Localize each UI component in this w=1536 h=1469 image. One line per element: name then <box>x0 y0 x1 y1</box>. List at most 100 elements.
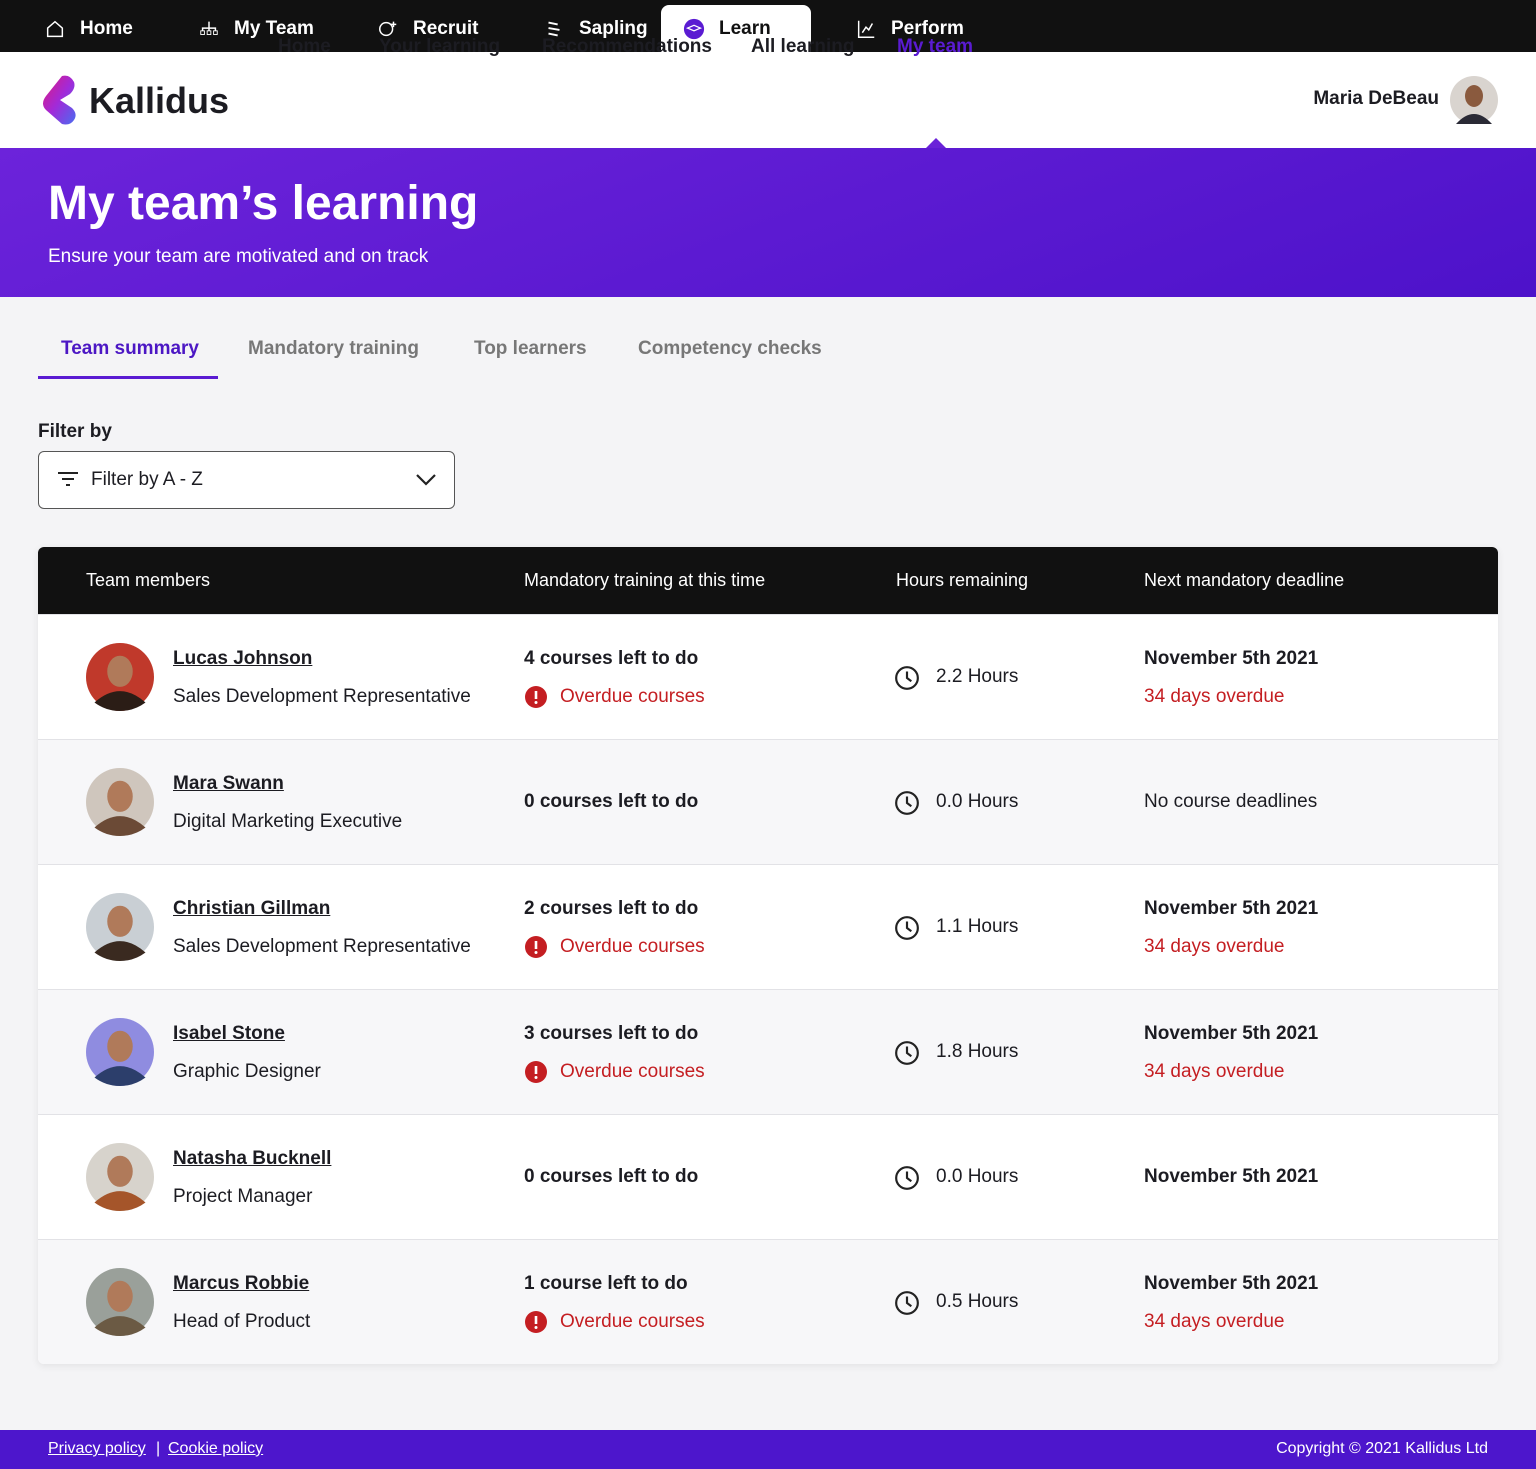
member-role: Sales Development Representative <box>173 936 471 957</box>
avatar <box>86 1268 154 1336</box>
hero-subtitle: Ensure your team are motivated and on tr… <box>48 246 429 267</box>
filter-icon <box>58 472 78 486</box>
member-role: Head of Product <box>173 1311 311 1332</box>
team-table: Team members Mandatory training at this t… <box>38 547 1498 1364</box>
deadline: November 5th 2021 <box>1144 1273 1319 1294</box>
overdue-status: Overdue courses <box>560 686 705 707</box>
table-row: Lucas Johnson Sales Development Represent… <box>38 614 1498 739</box>
top-nav-item[interactable]: Learn <box>661 5 811 52</box>
deadline-status: 34 days overdue <box>1144 936 1285 957</box>
filter-select[interactable]: Filter by A - Z <box>38 451 455 509</box>
table-row: Mara Swann Digital Marketing Executive 0 c… <box>38 739 1498 864</box>
main-nav-item[interactable]: Recommendations <box>542 36 712 57</box>
top-nav-item[interactable]: Perform <box>833 5 973 52</box>
alert-icon <box>525 936 547 958</box>
avatar <box>86 1018 154 1086</box>
table-row: Isabel Stone Graphic Designer 3 courses le… <box>38 989 1498 1114</box>
nav-icon <box>683 18 705 39</box>
courses-left: 0 courses left to do <box>524 1166 699 1187</box>
deadline-status: 34 days overdue <box>1144 686 1285 707</box>
top-nav-label: Learn <box>719 17 771 39</box>
courses-left: 0 courses left to do <box>524 791 699 812</box>
main-nav-item[interactable]: All learning <box>751 36 855 57</box>
tab-underline <box>38 376 218 379</box>
logo-icon <box>43 75 76 125</box>
avatar <box>86 643 154 711</box>
courses-left: 4 courses left to do <box>524 648 699 669</box>
member-name[interactable]: Lucas Johnson <box>173 648 313 669</box>
hours-remaining: 1.1 Hours <box>936 916 1019 937</box>
member-name[interactable]: Isabel Stone <box>173 1023 285 1044</box>
main-nav-item[interactable]: Home <box>278 36 331 57</box>
nav-icon <box>46 20 64 37</box>
footer-link[interactable]: Privacy policy <box>48 1440 146 1457</box>
main-nav-bar: Kallidus Maria DeBeau <box>0 52 1536 148</box>
hours-remaining: 0.5 Hours <box>936 1291 1019 1312</box>
member-name[interactable]: Marcus Robbie <box>173 1273 310 1294</box>
tab[interactable]: Top learners <box>474 338 587 359</box>
member-role: Project Manager <box>173 1186 313 1207</box>
footer: Privacy policy | Cookie policy Copyright… <box>0 1430 1536 1469</box>
member-name[interactable]: Natasha Bucknell <box>173 1148 332 1169</box>
nav-icon <box>200 21 218 35</box>
top-nav-label: Home <box>80 17 133 39</box>
clock-icon <box>895 1166 919 1190</box>
clock-icon <box>895 916 919 940</box>
deadline: November 5th 2021 <box>1144 1166 1319 1187</box>
nav-icon <box>548 21 560 36</box>
column-header: Hours remaining <box>896 570 1029 590</box>
hours-remaining: 2.2 Hours <box>936 666 1019 687</box>
courses-left: 3 courses left to do <box>524 1023 699 1044</box>
avatar <box>86 1143 154 1211</box>
clock-icon <box>895 1041 919 1065</box>
clock-icon <box>895 666 919 690</box>
table-header: Team members Mandatory training at this t… <box>38 547 1498 614</box>
table-row: Marcus Robbie Head of Product 1 course lef… <box>38 1239 1498 1364</box>
hero: My team’s learning Ensure your team are … <box>0 148 1536 297</box>
deadline-status: 34 days overdue <box>1144 1311 1285 1332</box>
footer-separator: | <box>156 1440 161 1457</box>
top-nav-label: My Team <box>234 17 314 39</box>
top-nav-item[interactable]: Recruit <box>355 5 505 52</box>
column-header: Team members <box>86 570 211 590</box>
user-avatar[interactable] <box>1450 76 1498 124</box>
user-name[interactable]: Maria DeBeau <box>1313 88 1439 109</box>
tab[interactable]: Competency checks <box>638 338 822 359</box>
alert-icon <box>525 686 547 708</box>
chevron-icon <box>416 474 436 486</box>
clock-icon <box>895 791 919 815</box>
top-nav-item[interactable]: Sapling <box>521 5 651 52</box>
alert-icon <box>525 1311 547 1333</box>
footer-link[interactable]: Cookie policy <box>168 1440 264 1457</box>
overdue-status: Overdue courses <box>560 1311 705 1332</box>
main-nav-item[interactable]: My team <box>897 36 974 57</box>
member-role: Graphic Designer <box>173 1061 321 1082</box>
member-name[interactable]: Christian Gillman <box>173 898 331 919</box>
top-nav-item[interactable]: Home <box>22 5 162 52</box>
top-nav-item[interactable]: My Team <box>176 5 336 52</box>
nav-icon <box>857 20 875 38</box>
courses-left: 2 courses left to do <box>524 898 699 919</box>
hours-remaining: 1.8 Hours <box>936 1041 1019 1062</box>
nav-icon <box>379 21 397 36</box>
column-header: Mandatory training at this time <box>524 570 766 590</box>
table-row: Christian Gillman Sales Development Repre… <box>38 864 1498 989</box>
deadline: No course deadlines <box>1144 791 1318 812</box>
alert-icon <box>525 1061 547 1083</box>
clock-icon <box>895 1291 919 1315</box>
column-header: Next mandatory deadline <box>1144 570 1345 590</box>
main-nav-item[interactable]: Your learning <box>379 36 501 57</box>
deadline: November 5th 2021 <box>1144 648 1319 669</box>
top-nav-label: Sapling <box>579 17 648 39</box>
filter-value: Filter by A - Z <box>91 469 203 490</box>
tab[interactable]: Team summary <box>61 338 199 359</box>
member-name[interactable]: Mara Swann <box>173 773 284 794</box>
hero-title: My team’s learning <box>48 177 479 230</box>
avatar <box>86 768 154 836</box>
tab[interactable]: Mandatory training <box>248 338 420 359</box>
deadline: November 5th 2021 <box>1144 1023 1319 1044</box>
hours-remaining: 0.0 Hours <box>936 791 1019 812</box>
brand: Kallidus <box>89 80 230 121</box>
